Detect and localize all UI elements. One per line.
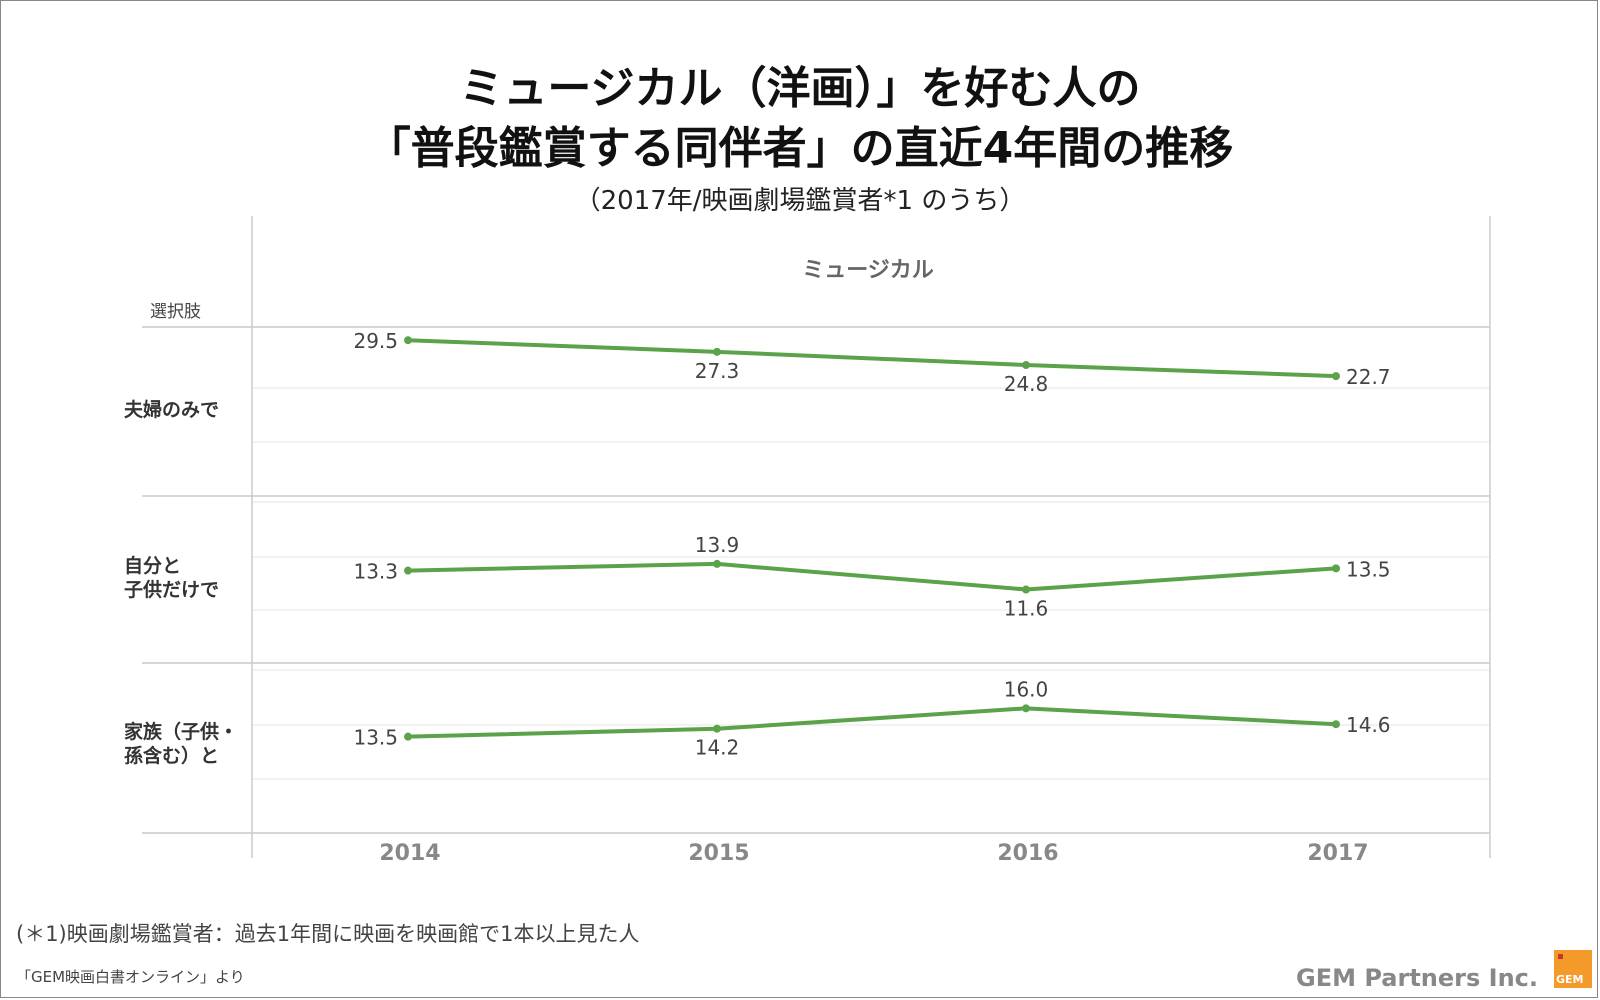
data-point bbox=[1332, 372, 1340, 381]
data-label: 14.2 bbox=[695, 736, 740, 760]
data-label: 11.6 bbox=[1004, 597, 1049, 621]
chart-subtitle: （2017年/映画劇場鑑賞者*1 のうち） bbox=[574, 186, 1026, 216]
data-label: 13.5 bbox=[1346, 557, 1391, 581]
data-point bbox=[1022, 704, 1030, 713]
logo-dot bbox=[1558, 954, 1563, 959]
footnote: (＊1)映画劇場鑑賞者：過去1年間に映画を映画館で1本以上見た人 bbox=[16, 922, 640, 946]
chart-title-line1: ミュージカル（洋画）」を好む人の bbox=[459, 63, 1141, 114]
data-label: 24.8 bbox=[1004, 372, 1049, 396]
data-point bbox=[1332, 564, 1340, 573]
data-label: 16.0 bbox=[1004, 677, 1049, 701]
grid-layer bbox=[252, 326, 1490, 780]
chart-title-line2: 「普段鑑賞する同伴者」の直近4年間の推移 bbox=[366, 123, 1234, 174]
x-tick-label: 2015 bbox=[688, 841, 749, 866]
facet-title: ミュージカル bbox=[802, 258, 934, 283]
x-tick-label: 2014 bbox=[379, 841, 440, 866]
gem-logo: GEM bbox=[1554, 950, 1592, 988]
data-label: 22.7 bbox=[1346, 365, 1391, 389]
data-point bbox=[1332, 720, 1340, 729]
series-line bbox=[407, 706, 1337, 739]
frame-layer bbox=[142, 216, 1491, 858]
data-point bbox=[404, 732, 412, 741]
data-point bbox=[713, 559, 721, 568]
logo-text: GEM bbox=[1556, 973, 1584, 986]
source-note: 「GEM映画白書オンライン」より bbox=[16, 968, 245, 986]
series-label: 自分と子供だけで bbox=[124, 554, 219, 601]
data-label: 14.6 bbox=[1346, 713, 1391, 737]
data-point bbox=[1022, 585, 1030, 594]
x-tick-label: 2016 bbox=[997, 841, 1058, 866]
data-point bbox=[404, 336, 412, 345]
series-label: 家族（子供・孫含む）と bbox=[124, 720, 238, 767]
data-label: 13.3 bbox=[353, 560, 398, 584]
series-layer bbox=[404, 336, 1340, 741]
series-label: 夫婦のみで bbox=[124, 398, 219, 421]
row-header: 選択肢 bbox=[150, 302, 201, 322]
data-point bbox=[404, 566, 412, 575]
data-label: 13.5 bbox=[353, 726, 398, 750]
series-line bbox=[407, 561, 1337, 592]
data-point bbox=[1022, 361, 1030, 370]
data-label: 29.5 bbox=[353, 329, 398, 353]
data-point bbox=[713, 347, 721, 356]
data-label: 27.3 bbox=[695, 359, 740, 383]
data-label: 13.9 bbox=[695, 533, 740, 557]
series-line bbox=[407, 338, 1337, 379]
brand-name: GEM Partners Inc. bbox=[1296, 964, 1538, 992]
x-tick-label: 2017 bbox=[1307, 841, 1368, 866]
data-point bbox=[713, 724, 721, 733]
